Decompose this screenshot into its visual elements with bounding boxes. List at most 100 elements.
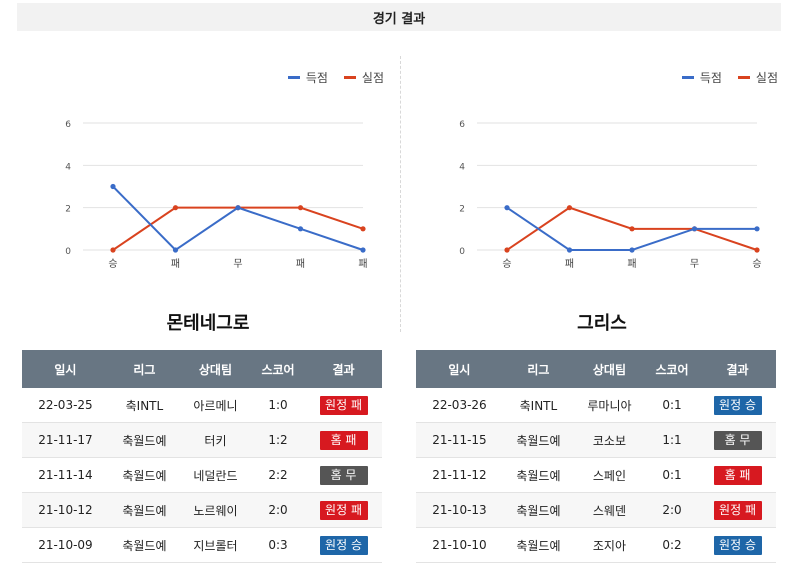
result-badge: 홈 패: [713, 465, 762, 485]
match-league: 축월드예: [502, 492, 574, 528]
match-result: 홈 패: [699, 457, 776, 493]
result-badge: 홈 패: [319, 430, 368, 450]
match-score: 2:2: [250, 457, 306, 493]
data-point-scored[interactable]: [566, 247, 573, 253]
team-panel-away: 득점 실점 0 2 4 6 승 패 패 무 승 그리스 일시 리그 상대팀 스코어 결과 22-…: [412, 0, 788, 569]
match-opponent: 네덜란드: [179, 457, 251, 493]
data-point-scored[interactable]: [172, 247, 179, 253]
match-opponent: 코소보: [573, 422, 645, 458]
legend-label-scored: 득점: [305, 71, 328, 85]
x-tick-label: 패: [358, 258, 367, 270]
legend-swatch-scored: [681, 76, 694, 79]
match-league: 축INTL: [502, 388, 574, 423]
data-point-conceded[interactable]: [172, 205, 179, 211]
match-score: 0:2: [644, 527, 700, 563]
results-table: 일시 리그 상대팀 스코어 결과 22-03-25 축INTL 아르메니 1:0 원정 …: [22, 350, 382, 563]
col-header-date: 일시: [416, 350, 503, 388]
table-row: 21-11-12 축월드예 스페인 0:1 홈 패: [416, 457, 776, 493]
section-title: 경기 결과: [372, 11, 426, 27]
y-tick-label: 2: [65, 205, 71, 215]
match-result: 원정 승: [699, 527, 776, 563]
legend-item-scored[interactable]: 득점: [681, 69, 722, 86]
match-date: 21-11-14: [22, 457, 109, 493]
data-point-conceded[interactable]: [110, 247, 116, 253]
team-name: 몬테네그로: [166, 313, 250, 334]
data-point-scored[interactable]: [235, 205, 241, 211]
match-score: 0:1: [644, 457, 700, 493]
match-opponent: 지브롤터: [179, 527, 251, 563]
match-score: 2:0: [250, 492, 306, 528]
result-badge: 원정 패: [713, 500, 762, 520]
match-score: 1:1: [644, 422, 700, 458]
match-opponent: 터키: [179, 422, 251, 458]
x-tick-label: 무: [690, 259, 699, 270]
match-result: 원정 패: [305, 492, 382, 528]
result-badge: 원정 패: [319, 500, 368, 520]
data-point-conceded[interactable]: [566, 205, 573, 211]
match-result: 홈 무: [305, 457, 382, 493]
match-score: 0:1: [644, 388, 700, 423]
match-league: 축월드예: [502, 457, 574, 493]
x-tick-label: 패: [627, 258, 636, 270]
legend-swatch-conceded: [737, 76, 750, 79]
match-opponent: 조지아: [573, 527, 645, 563]
data-point-conceded[interactable]: [504, 247, 510, 253]
section-header: 경기 결과: [17, 3, 781, 31]
data-point-conceded[interactable]: [629, 226, 635, 232]
col-header-date: 일시: [22, 350, 109, 388]
match-result: 원정 패: [305, 388, 382, 423]
match-league: 축월드예: [108, 527, 180, 563]
match-date: 21-11-12: [416, 457, 503, 493]
col-header-result: 결과: [305, 350, 382, 388]
data-point-scored[interactable]: [360, 247, 366, 253]
match-score: 0:3: [250, 527, 306, 563]
x-tick-label: 패: [565, 258, 574, 270]
match-league: 축월드예: [502, 422, 574, 458]
legend-label-conceded: 실점: [755, 71, 778, 85]
table-header-row: 일시 리그 상대팀 스코어 결과: [416, 350, 776, 388]
result-badge: 원정 패: [319, 395, 368, 415]
match-date: 21-11-17: [22, 422, 109, 458]
legend-item-conceded[interactable]: 실점: [343, 69, 384, 86]
match-opponent: 노르웨이: [179, 492, 251, 528]
data-point-scored[interactable]: [504, 205, 510, 211]
form-line-chart: 0 2 4 6 승 패 무 패 패: [65, 120, 367, 270]
match-result: 원정 승: [699, 388, 776, 423]
data-point-scored[interactable]: [691, 226, 698, 232]
data-point-conceded[interactable]: [297, 205, 304, 211]
table-header-row: 일시 리그 상대팀 스코어 결과: [22, 350, 382, 388]
data-point-scored[interactable]: [629, 247, 635, 253]
x-tick-label: 패: [171, 258, 180, 270]
data-point-scored[interactable]: [110, 183, 116, 190]
legend-swatch-conceded: [343, 76, 356, 79]
match-league: 축월드예: [108, 422, 180, 458]
x-tick-label: 패: [296, 258, 305, 270]
match-result: 원정 패: [699, 492, 776, 528]
y-tick-label: 2: [459, 205, 465, 215]
data-point-scored[interactable]: [754, 226, 760, 232]
series-line-conceded: [112, 206, 364, 251]
y-tick-label: 4: [65, 162, 71, 172]
panel-divider: [400, 56, 401, 332]
match-score: 1:2: [250, 422, 306, 458]
col-header-opponent: 상대팀: [573, 350, 645, 388]
table-row: 21-10-13 축월드예 스웨덴 2:0 원정 패: [416, 492, 776, 528]
table-row: 22-03-25 축INTL 아르메니 1:0 원정 패: [22, 388, 382, 423]
legend-item-conceded[interactable]: 실점: [737, 69, 778, 86]
table-row: 21-11-15 축월드예 코소보 1:1 홈 무: [416, 422, 776, 458]
col-header-opponent: 상대팀: [179, 350, 251, 388]
data-point-scored[interactable]: [297, 226, 304, 232]
match-score: 1:0: [250, 388, 306, 423]
match-league: 축INTL: [108, 388, 180, 423]
col-header-league: 리그: [108, 350, 180, 388]
legend-item-scored[interactable]: 득점: [287, 69, 328, 86]
table-row: 21-11-14 축월드예 네덜란드 2:2 홈 무: [22, 457, 382, 493]
data-point-conceded[interactable]: [360, 226, 366, 232]
col-header-score: 스코어: [644, 350, 700, 388]
y-tick-label: 0: [65, 247, 71, 257]
table-row: 22-03-26 축INTL 루마니아 0:1 원정 승: [416, 388, 776, 423]
result-badge: 원정 승: [319, 535, 368, 555]
table-row: 21-10-12 축월드예 노르웨이 2:0 원정 패: [22, 492, 382, 528]
data-point-conceded[interactable]: [754, 247, 760, 253]
match-date: 21-10-13: [416, 492, 503, 528]
